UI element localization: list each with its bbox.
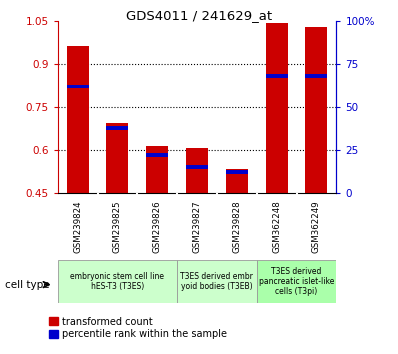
Text: GSM239827: GSM239827 <box>193 200 201 253</box>
Bar <box>177 260 257 303</box>
Text: GSM362248: GSM362248 <box>272 200 281 253</box>
Text: GSM239826: GSM239826 <box>153 200 162 253</box>
Bar <box>306 27 327 193</box>
Text: T3ES derived embr
yoid bodies (T3EB): T3ES derived embr yoid bodies (T3EB) <box>180 272 254 291</box>
Text: GSM239825: GSM239825 <box>113 200 122 253</box>
Text: cell type: cell type <box>5 280 49 290</box>
Text: GSM239824: GSM239824 <box>73 200 82 253</box>
Bar <box>186 148 208 193</box>
Text: GDS4011 / 241629_at: GDS4011 / 241629_at <box>126 9 272 22</box>
Bar <box>146 153 168 157</box>
Bar <box>146 146 168 193</box>
Bar <box>226 169 248 193</box>
Bar <box>107 123 129 193</box>
Text: GSM239828: GSM239828 <box>232 200 241 253</box>
Bar <box>306 74 327 78</box>
Bar <box>186 165 208 169</box>
Bar <box>226 171 248 174</box>
Bar <box>266 74 287 78</box>
Text: T3ES derived
pancreatic islet-like
cells (T3pi): T3ES derived pancreatic islet-like cells… <box>259 267 334 296</box>
Bar <box>107 126 129 130</box>
Legend: transformed count, percentile rank within the sample: transformed count, percentile rank withi… <box>45 313 231 343</box>
Text: embryonic stem cell line
hES-T3 (T3ES): embryonic stem cell line hES-T3 (T3ES) <box>70 272 164 291</box>
Bar <box>257 260 336 303</box>
Bar <box>58 260 177 303</box>
Bar <box>266 23 287 193</box>
Text: GSM362249: GSM362249 <box>312 200 321 253</box>
Bar <box>66 46 89 193</box>
Bar <box>66 85 89 88</box>
